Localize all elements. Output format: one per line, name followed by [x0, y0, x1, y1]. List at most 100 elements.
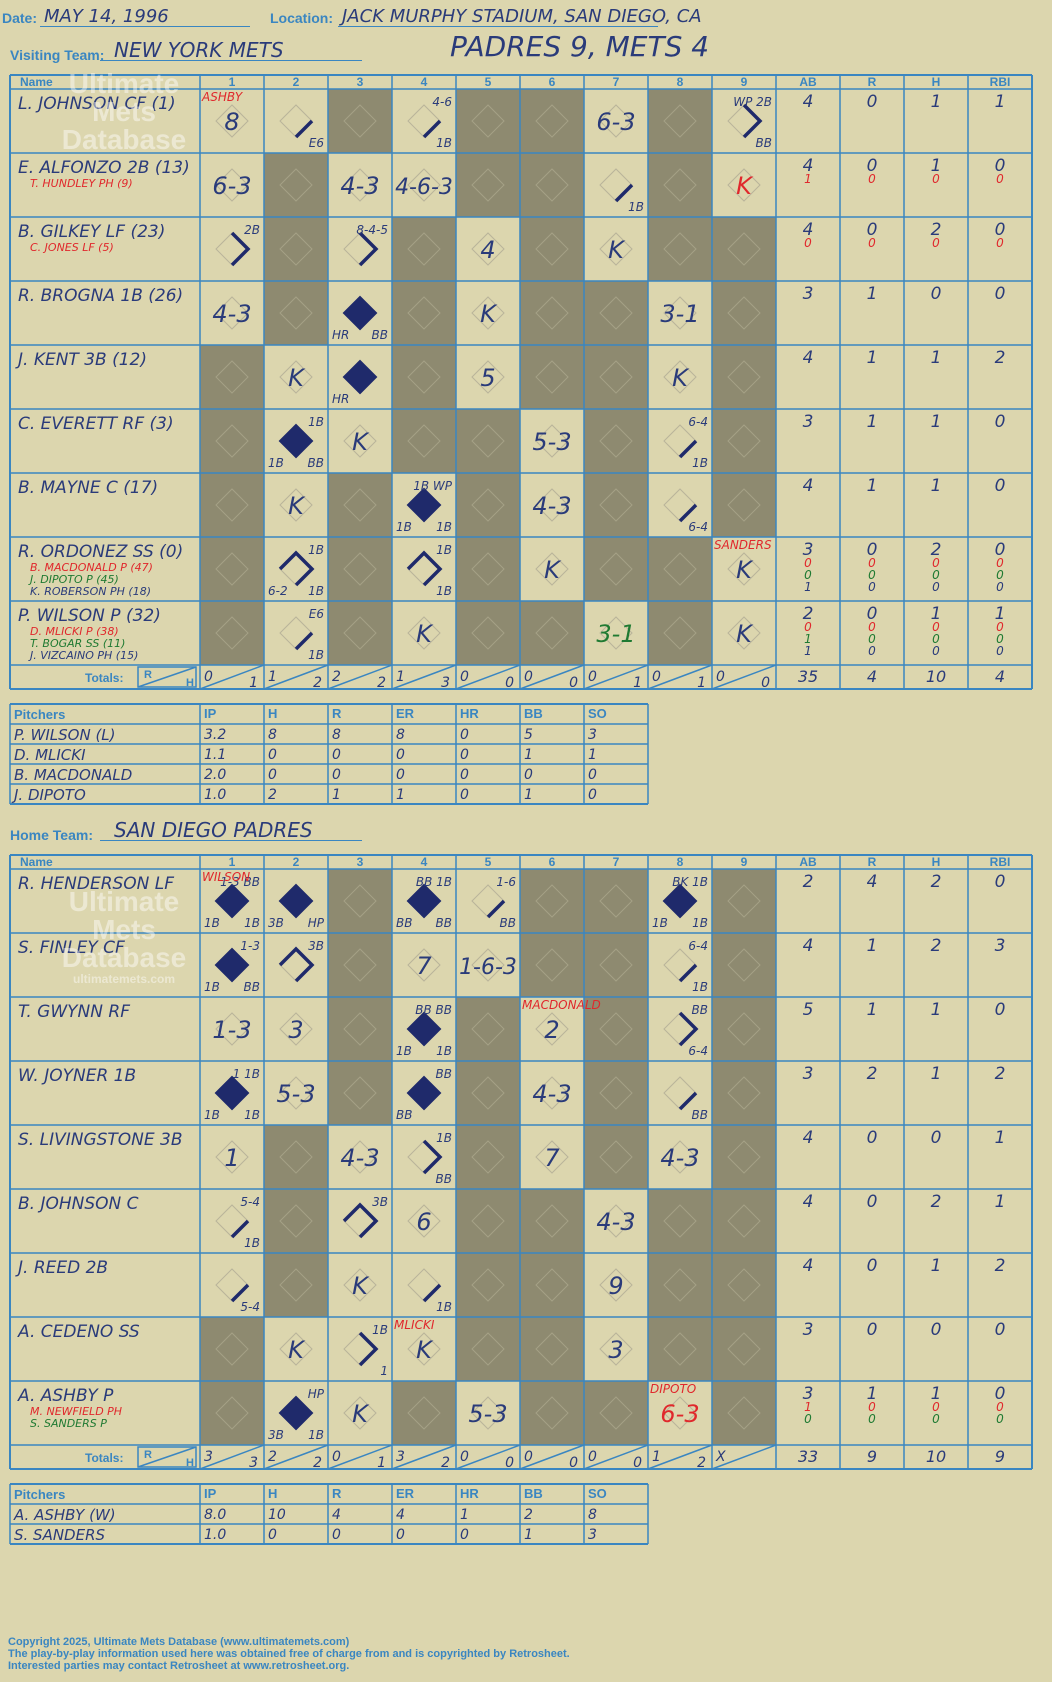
base-diamond	[599, 1268, 633, 1302]
batter-stat: 0	[931, 284, 942, 304]
empty-inning-cell	[520, 869, 584, 933]
empty-inning-cell	[712, 345, 776, 409]
empty-inning-cell	[200, 1381, 264, 1445]
empty-inning-cell	[456, 601, 520, 665]
batter-stat: 1	[804, 644, 812, 658]
base-diamond	[535, 232, 569, 266]
base-diamond	[471, 1012, 505, 1046]
inning-total-slash	[583, 664, 649, 690]
batter-stat: 1	[931, 604, 942, 624]
base-diamond	[343, 616, 377, 650]
play-result: 4	[480, 236, 495, 264]
pitching-stat-header: IP	[204, 706, 217, 721]
batter-stat: 0	[804, 556, 812, 570]
play-note-top: WP 2B	[733, 95, 772, 109]
pitcher-stat: 1	[332, 787, 341, 803]
batter-stat: 1	[931, 348, 942, 368]
inning-header: 3	[357, 855, 364, 869]
pitching-stat-header: HR	[460, 706, 479, 721]
empty-inning-cell	[328, 869, 392, 933]
play-note-bottom-left: 1B	[204, 1108, 220, 1122]
empty-inning-cell	[520, 345, 584, 409]
base-diamond	[727, 232, 761, 266]
base-diamond	[535, 1012, 569, 1046]
base-diamond	[343, 552, 377, 586]
retrosheet-contact-line[interactable]: Interested parties may contact Retroshee…	[8, 1660, 350, 1672]
play-result: K	[544, 556, 562, 584]
play-note-top: 1 1B	[233, 1067, 260, 1081]
base-diamond	[727, 552, 761, 586]
base-diamond	[599, 1076, 633, 1110]
play-note-bottom: BB	[244, 980, 260, 994]
batter-stat: 0	[996, 1412, 1004, 1426]
base-diamond	[279, 1268, 313, 1302]
base-diamond	[407, 168, 441, 202]
substitute-name: C. JONES LF (5)	[30, 241, 114, 254]
empty-inning-cell	[648, 1189, 712, 1253]
pitching-stat-header: R	[332, 1486, 342, 1501]
play-note-bottom: 1B	[436, 1044, 452, 1058]
batter-stat: 0	[868, 1400, 876, 1414]
play-result: K	[352, 1400, 370, 1428]
location-label: Location:	[270, 10, 333, 26]
empty-inning-cell	[264, 1189, 328, 1253]
base-diamond	[663, 488, 697, 522]
play-note-bottom: 1B	[244, 1236, 260, 1250]
base-diamond	[343, 1204, 377, 1238]
inning-header: 8	[677, 855, 684, 869]
batter-stat: 1	[931, 92, 942, 112]
pitcher-stat: 8.0	[204, 1507, 226, 1523]
batter-name: R. HENDERSON LF	[18, 874, 174, 894]
base-diamond	[279, 616, 313, 650]
batter-stat: 1	[931, 1000, 942, 1020]
play-note-bottom: 1B	[436, 584, 452, 598]
play-note-bottom: E6	[309, 136, 325, 150]
base-diamond	[343, 1140, 377, 1174]
play-note-bottom-left: 1B	[204, 916, 220, 930]
base-diamond	[407, 948, 441, 982]
pitcher-stat: 1	[524, 747, 533, 763]
inning-runs: 0	[588, 669, 597, 685]
retrosheet-line[interactable]: The play-by-play information used here w…	[8, 1648, 570, 1660]
play-note-bottom: BB	[372, 328, 388, 342]
batter-stat: 0	[867, 604, 878, 624]
batter-stat: 0	[804, 236, 812, 250]
basepath-line	[678, 439, 698, 459]
base-diamond	[471, 1204, 505, 1238]
play-note-bottom: 1B	[436, 520, 452, 534]
base-diamond	[599, 232, 633, 266]
pitcher-stat: 0	[588, 787, 597, 803]
inning-hits: 3	[441, 675, 450, 691]
team-total-stat: 10	[926, 1447, 946, 1466]
batter-stat: 1	[995, 92, 1006, 112]
base-diamond	[215, 296, 249, 330]
base-diamond	[599, 296, 633, 330]
play-result: 7	[416, 952, 432, 980]
play-note-top: 2B	[244, 223, 260, 237]
play-note-bottom-left: 1B	[396, 1044, 412, 1058]
pitching-stat-header: R	[332, 706, 342, 721]
empty-inning-cell	[456, 1317, 520, 1381]
empty-inning-cell	[648, 1253, 712, 1317]
empty-inning-cell	[584, 933, 648, 997]
play-note-bottom: 1B	[692, 980, 708, 994]
play-note-bottom-left: 1B	[396, 520, 412, 534]
inning-header: 7	[613, 75, 620, 89]
base-diamond	[407, 360, 441, 394]
base-diamond	[599, 168, 633, 202]
play-result: 4-6-3	[395, 175, 453, 200]
play-result: 4-3	[532, 492, 571, 520]
run-scored-diamond	[342, 359, 378, 395]
substitute-name: S. SANDERS P	[30, 1417, 107, 1430]
basepath-line	[678, 503, 698, 523]
empty-inning-cell	[584, 1061, 648, 1125]
batter-stat: 0	[868, 556, 876, 570]
substitute-name: B. MACDONALD P (47)	[30, 561, 153, 574]
empty-inning-cell	[648, 153, 712, 217]
play-note-top: 1B	[308, 543, 324, 557]
base-diamond	[599, 1140, 633, 1174]
pitcher-stat: 0	[396, 747, 405, 763]
base-diamond	[471, 1076, 505, 1110]
empty-inning-cell	[200, 345, 264, 409]
base-diamond	[279, 296, 313, 330]
